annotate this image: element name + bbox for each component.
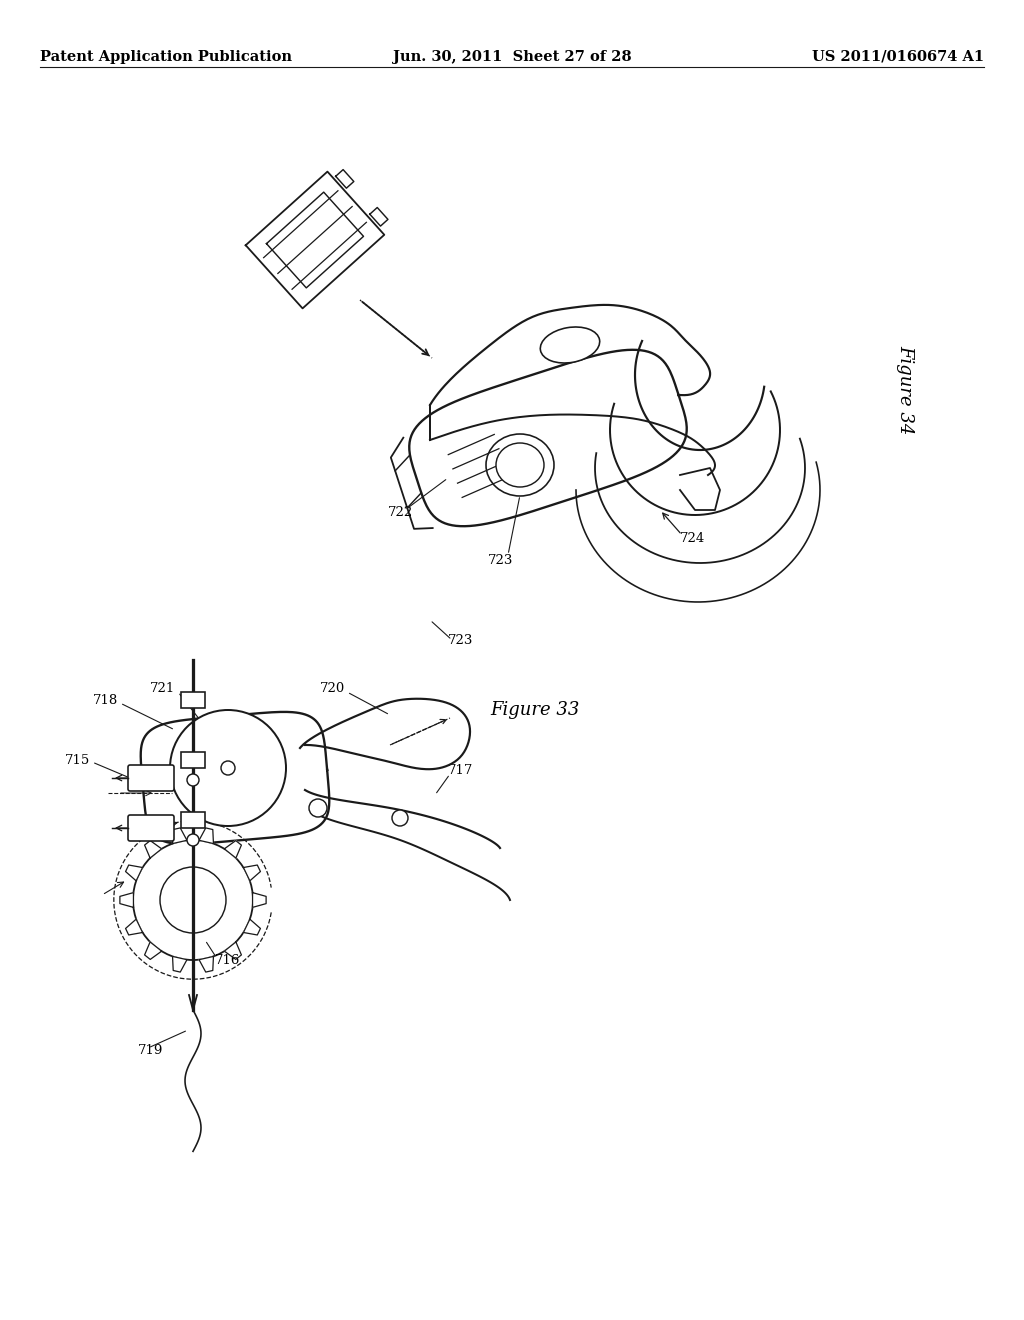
FancyBboxPatch shape: [128, 814, 174, 841]
Circle shape: [133, 840, 253, 960]
Circle shape: [187, 834, 199, 846]
Ellipse shape: [541, 327, 600, 363]
Ellipse shape: [486, 434, 554, 496]
FancyBboxPatch shape: [128, 766, 174, 791]
Text: 721: 721: [150, 681, 175, 694]
FancyBboxPatch shape: [181, 692, 205, 708]
Polygon shape: [120, 892, 133, 907]
Text: 720: 720: [319, 681, 345, 694]
Polygon shape: [244, 919, 260, 935]
Circle shape: [170, 710, 286, 826]
Text: 715: 715: [65, 754, 90, 767]
Circle shape: [309, 799, 327, 817]
Polygon shape: [144, 841, 162, 858]
Text: Figure 33: Figure 33: [490, 701, 580, 719]
Polygon shape: [144, 942, 162, 960]
Polygon shape: [244, 865, 260, 880]
Polygon shape: [126, 865, 142, 880]
Circle shape: [160, 867, 226, 933]
Text: Patent Application Publication: Patent Application Publication: [40, 50, 292, 63]
Text: 718: 718: [93, 693, 118, 706]
Circle shape: [187, 774, 199, 785]
Text: 723: 723: [449, 634, 473, 647]
Polygon shape: [224, 942, 242, 960]
Polygon shape: [126, 919, 142, 935]
Text: 723: 723: [488, 553, 513, 566]
FancyBboxPatch shape: [181, 812, 205, 828]
FancyBboxPatch shape: [181, 752, 205, 768]
Text: 716: 716: [215, 953, 241, 966]
Text: 722: 722: [388, 507, 414, 520]
Text: 719: 719: [138, 1044, 164, 1056]
Ellipse shape: [496, 444, 544, 487]
Text: Figure 34: Figure 34: [896, 346, 914, 434]
Text: Jun. 30, 2011  Sheet 27 of 28: Jun. 30, 2011 Sheet 27 of 28: [392, 50, 632, 63]
Text: 724: 724: [680, 532, 706, 544]
Text: US 2011/0160674 A1: US 2011/0160674 A1: [812, 50, 984, 63]
Circle shape: [392, 810, 408, 826]
Circle shape: [221, 762, 234, 775]
Polygon shape: [173, 957, 187, 972]
Polygon shape: [199, 828, 213, 843]
Polygon shape: [173, 828, 187, 843]
Polygon shape: [253, 892, 266, 907]
Polygon shape: [224, 841, 242, 858]
Polygon shape: [199, 957, 213, 972]
Text: 717: 717: [449, 763, 473, 776]
